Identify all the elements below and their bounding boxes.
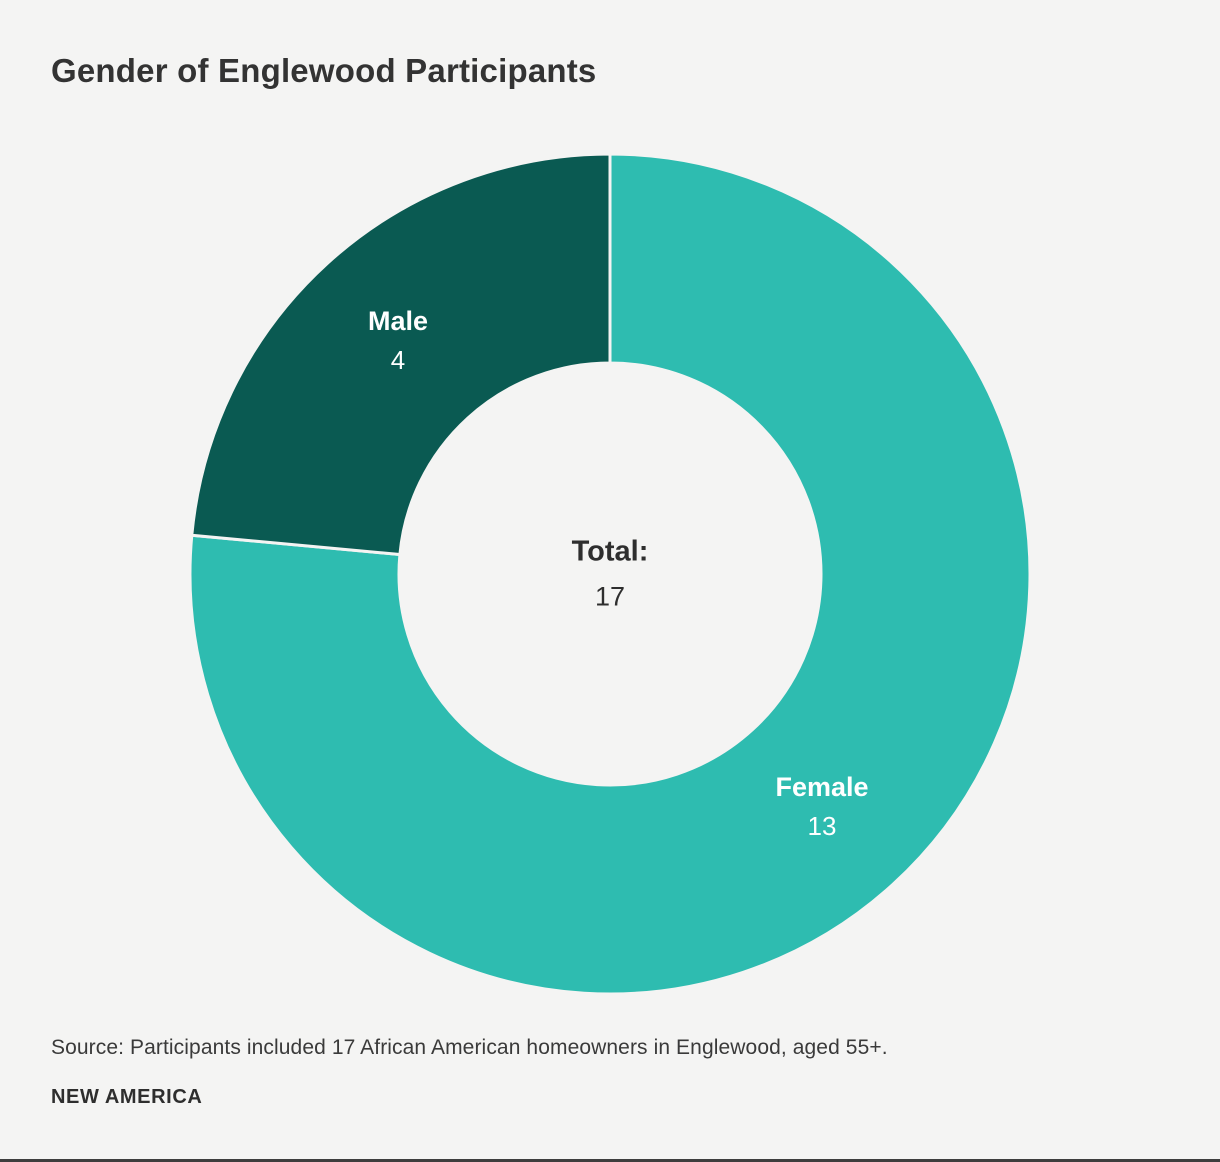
donut-segment-female[interactable] <box>188 152 1032 996</box>
source-note: Source: Participants included 17 African… <box>51 1036 888 1059</box>
total-label: Total: <box>571 535 649 568</box>
female-label: Female <box>775 772 869 803</box>
male-label: Male <box>367 306 429 337</box>
female-value: 13 <box>807 811 837 842</box>
total-value: 17 <box>594 581 626 612</box>
male-value: 4 <box>390 345 406 376</box>
donut-segment-male[interactable] <box>190 152 612 557</box>
slice-label-male: Male 4 <box>368 304 428 378</box>
brand-label: NEW AMERICA <box>51 1086 203 1108</box>
bottom-border <box>0 1159 1220 1162</box>
slice-label-female: Female 13 <box>775 770 868 844</box>
chart-title: Gender of Englewood Participants <box>51 52 597 89</box>
donut-center-label: Total: 17 <box>572 534 649 615</box>
